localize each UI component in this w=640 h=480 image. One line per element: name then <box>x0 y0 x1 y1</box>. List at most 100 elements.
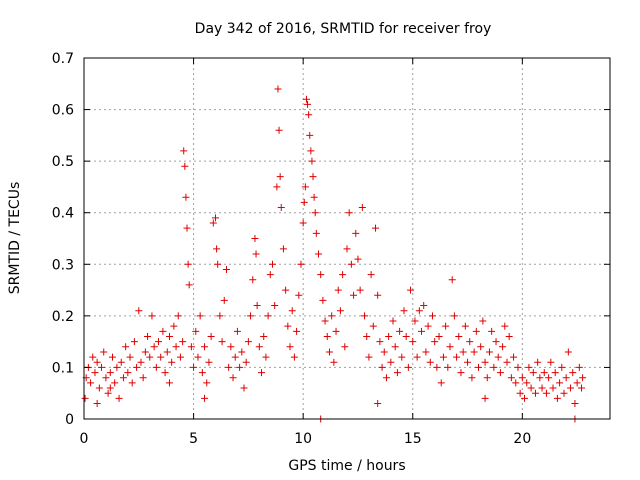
data-point <box>115 394 123 402</box>
data-point <box>216 312 224 320</box>
data-point <box>130 338 138 346</box>
data-point <box>268 260 276 268</box>
data-point <box>477 343 485 351</box>
data-point <box>106 369 114 377</box>
data-point <box>505 332 513 340</box>
data-point <box>187 343 195 351</box>
data-point <box>212 214 219 222</box>
y-tick-label: 0 <box>65 412 74 428</box>
data-point <box>347 260 355 268</box>
data-point <box>180 147 188 155</box>
data-point <box>352 229 360 237</box>
data-point <box>207 332 215 340</box>
data-point <box>304 100 312 108</box>
y-tick-label: 0.2 <box>52 309 74 325</box>
y-tick-label: 0.1 <box>52 360 74 376</box>
data-point <box>475 363 482 371</box>
data-point <box>468 374 476 382</box>
data-point <box>165 332 173 340</box>
data-point <box>218 338 226 346</box>
data-point <box>529 369 537 377</box>
data-point <box>309 173 317 181</box>
data-point <box>183 224 191 232</box>
data-point <box>488 327 496 335</box>
data-point <box>450 312 458 320</box>
data-point <box>453 353 461 361</box>
data-point <box>233 327 241 335</box>
y-tick-label: 0.3 <box>52 257 74 273</box>
data-point <box>433 363 441 371</box>
data-point <box>205 358 213 366</box>
data-point <box>293 327 301 335</box>
data-point <box>457 369 465 377</box>
data-point <box>190 363 198 371</box>
data-point <box>481 394 489 402</box>
y-tick-labels: 0 0.1 0.2 0.3 0.4 0.5 0.6 0.7 <box>52 51 74 428</box>
data-point <box>308 157 316 165</box>
data-point <box>569 369 577 377</box>
data-point <box>470 348 478 356</box>
data-point <box>201 343 209 351</box>
data-point <box>328 312 336 320</box>
data-point <box>276 173 284 181</box>
data-point <box>185 281 193 289</box>
data-point <box>343 245 351 253</box>
data-point <box>494 353 502 361</box>
data-point <box>299 219 307 227</box>
data-point <box>113 363 121 371</box>
x-tick-label: 10 <box>294 431 312 447</box>
data-point <box>420 302 428 310</box>
data-point <box>461 322 469 330</box>
data-point <box>501 322 509 330</box>
data-point <box>365 353 373 361</box>
data-point <box>194 353 202 361</box>
data-point <box>102 374 110 382</box>
tick-marks <box>83 57 610 420</box>
y-tick-label: 0.4 <box>52 206 74 222</box>
data-point <box>119 374 127 382</box>
data-point <box>222 265 230 273</box>
data-point <box>146 353 154 361</box>
data-point <box>301 183 309 191</box>
data-point <box>144 332 152 340</box>
data-point <box>560 389 568 397</box>
data-point <box>133 363 141 371</box>
data-point <box>137 358 145 366</box>
data-point <box>536 374 544 382</box>
data-point <box>128 379 136 387</box>
data-point <box>575 363 583 371</box>
data-point <box>300 198 308 206</box>
data-point <box>288 307 296 315</box>
data-point <box>332 327 340 335</box>
data-point <box>284 322 292 330</box>
data-point <box>249 276 257 284</box>
data-point <box>393 369 401 377</box>
data-point <box>306 131 314 139</box>
data-point <box>540 369 548 377</box>
data-point <box>240 384 248 392</box>
data-point <box>148 312 156 320</box>
data-point <box>93 358 101 366</box>
data-point <box>286 343 294 351</box>
data-point <box>152 363 160 371</box>
data-point <box>91 369 99 377</box>
data-point <box>302 95 310 103</box>
data-point <box>435 332 443 340</box>
data-point <box>159 327 167 335</box>
data-point <box>172 343 180 351</box>
data-point <box>174 312 182 320</box>
data-point <box>521 394 529 402</box>
x-tick-label: 5 <box>189 431 198 447</box>
data-point <box>176 353 184 361</box>
data-point <box>380 348 388 356</box>
data-point <box>141 348 149 356</box>
data-point <box>100 348 108 356</box>
data-point <box>374 291 382 299</box>
data-point <box>444 363 452 371</box>
data-point <box>345 209 353 217</box>
data-point <box>573 379 581 387</box>
data-point <box>264 312 272 320</box>
data-point <box>437 379 445 387</box>
data-point <box>547 358 555 366</box>
data-point <box>334 286 342 294</box>
